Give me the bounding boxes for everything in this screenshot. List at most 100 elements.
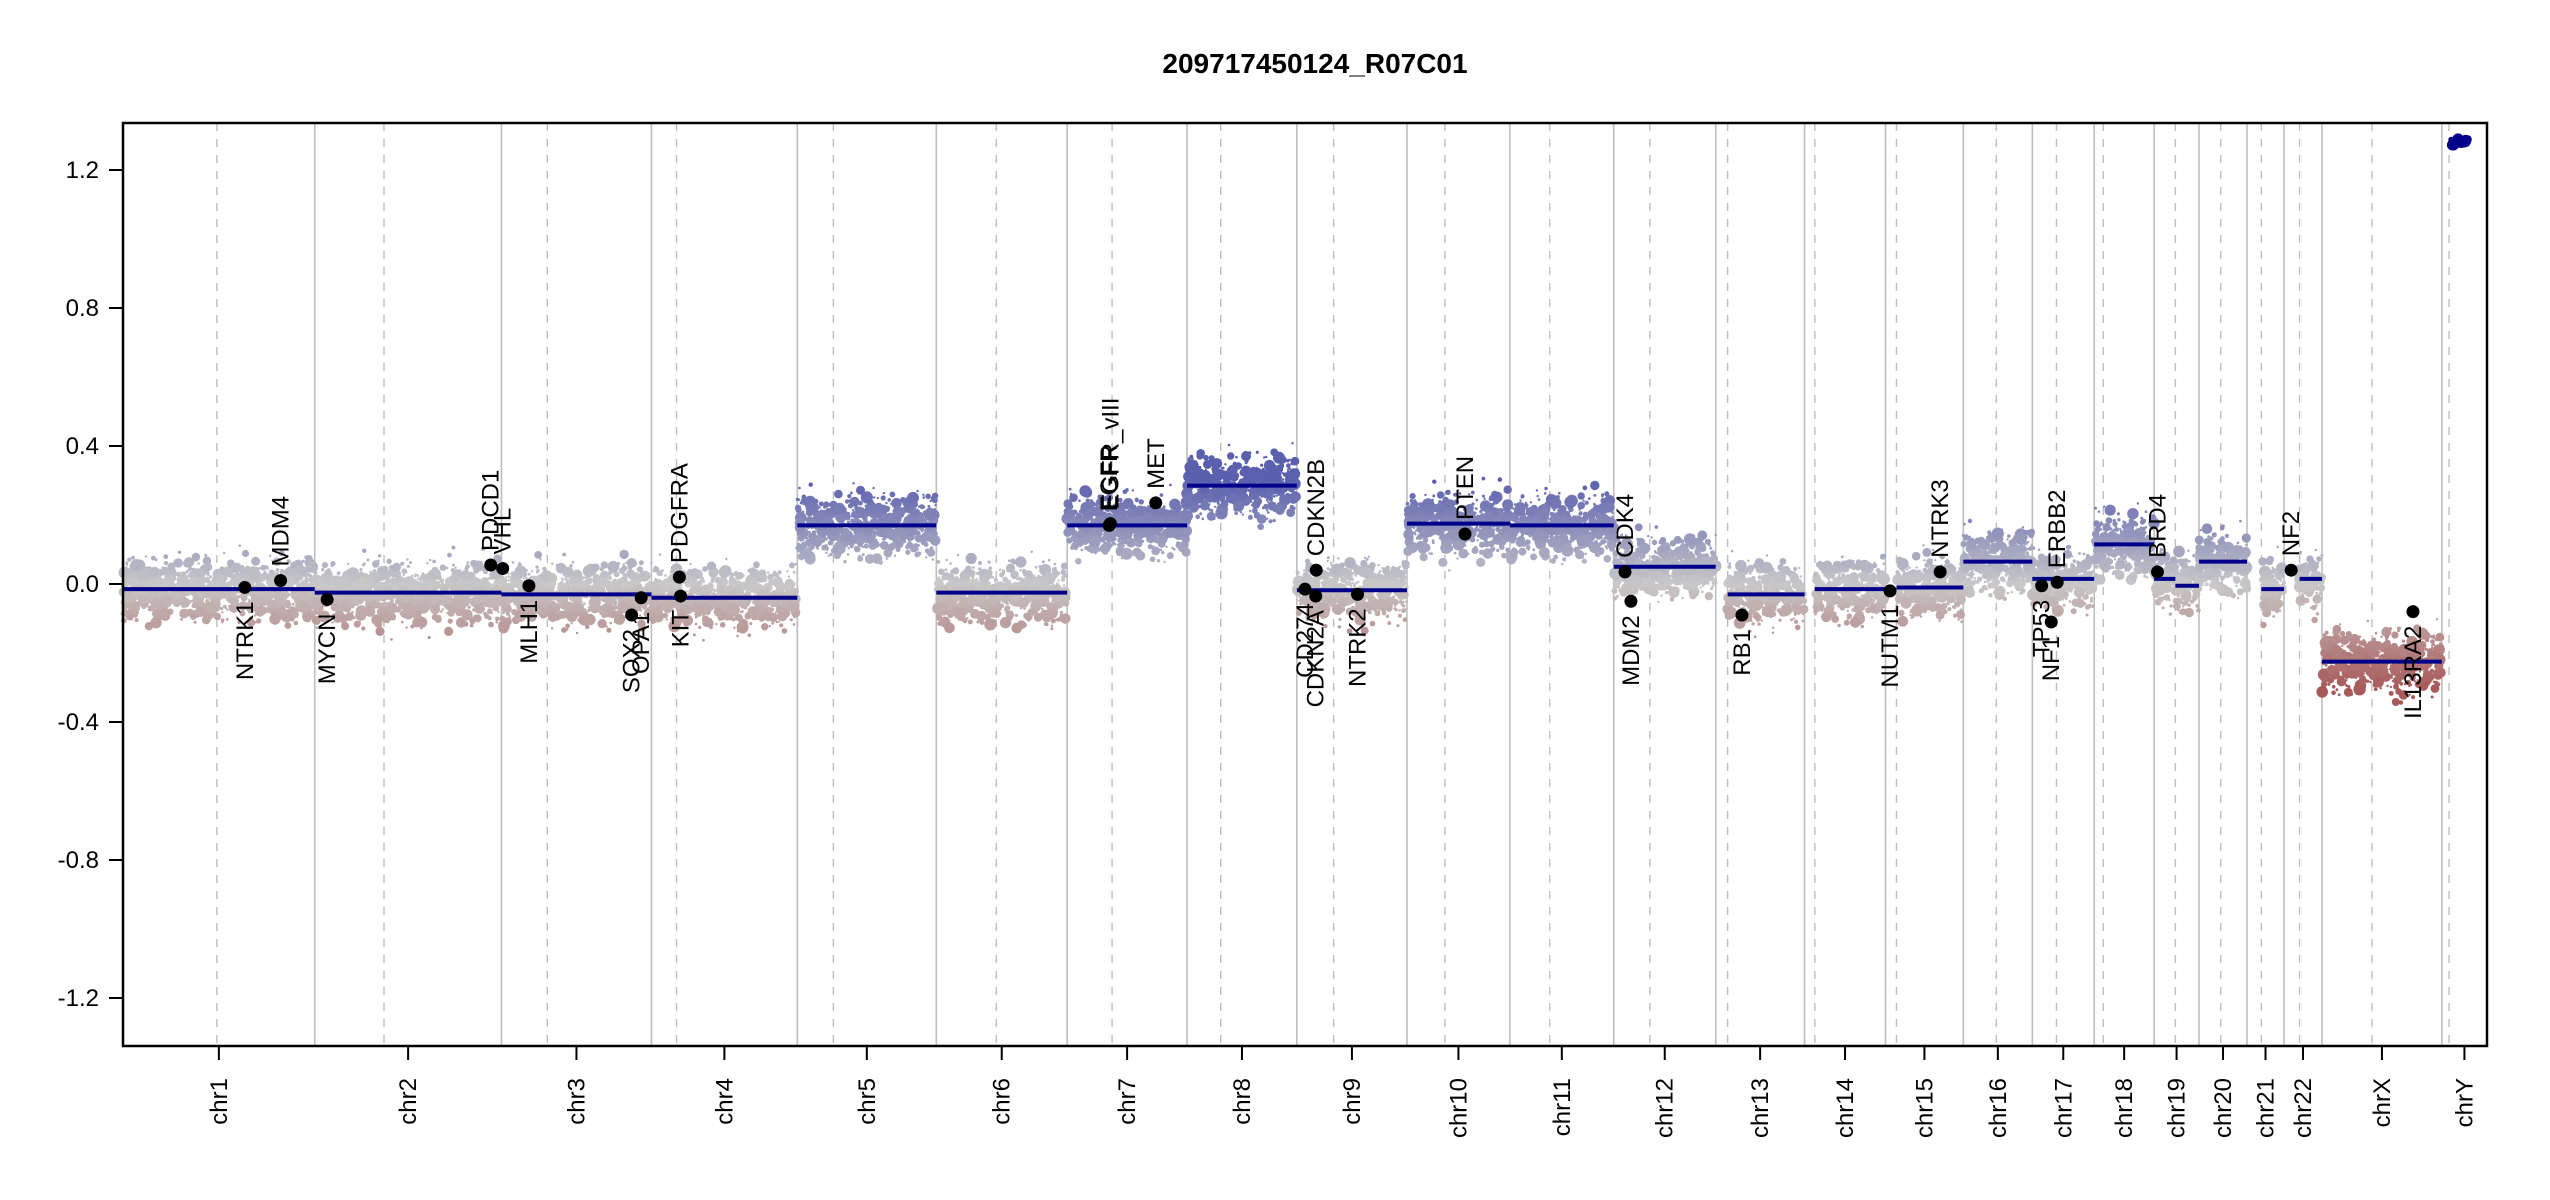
probe-point xyxy=(776,600,781,605)
probe-point xyxy=(702,638,705,642)
probe-point xyxy=(761,623,769,631)
probe-point xyxy=(949,562,952,565)
probe-point xyxy=(765,587,770,592)
chart-title: 209717450124_R07C01 xyxy=(1162,48,1467,79)
probe-point xyxy=(423,607,427,611)
probe-point xyxy=(248,616,252,620)
probe-point xyxy=(822,509,829,516)
probe-point xyxy=(1059,610,1063,614)
probe-point xyxy=(573,582,580,589)
probe-point xyxy=(1045,622,1049,627)
probe-point xyxy=(850,514,854,518)
probe-point xyxy=(358,621,361,624)
probe-point xyxy=(791,588,797,593)
probe-point xyxy=(316,579,325,588)
probe-point xyxy=(417,577,420,580)
probe-point xyxy=(161,596,173,607)
probe-point xyxy=(591,599,599,607)
probe-point xyxy=(390,603,393,606)
probe-point xyxy=(745,616,748,620)
probe-point xyxy=(1045,583,1049,587)
probe-point xyxy=(255,608,258,611)
probe-point xyxy=(447,618,453,624)
probe-point xyxy=(749,622,753,626)
probe-point xyxy=(847,547,850,550)
probe-point xyxy=(863,543,869,549)
probe-point xyxy=(707,582,713,587)
probe-point xyxy=(550,609,555,614)
probe-point xyxy=(833,506,842,515)
probe-point xyxy=(524,576,528,580)
probe-point xyxy=(824,544,828,548)
probe-point xyxy=(711,586,714,589)
probe-point xyxy=(444,626,454,637)
probe-point xyxy=(542,566,547,572)
probe-point xyxy=(1058,595,1062,599)
probe-point xyxy=(217,576,227,585)
probe-point xyxy=(754,599,758,603)
probe-point xyxy=(232,576,240,584)
probe-point xyxy=(156,599,159,602)
probe-point xyxy=(858,533,864,539)
probe-point xyxy=(238,572,242,576)
probe-point xyxy=(825,551,828,555)
probe-point xyxy=(369,579,375,585)
probe-point xyxy=(454,566,457,569)
probe-point xyxy=(560,583,569,592)
probe-point xyxy=(1037,604,1041,608)
probe-point xyxy=(485,615,489,619)
probe-point xyxy=(702,579,706,583)
probe-point xyxy=(991,576,995,579)
probe-point xyxy=(226,608,229,611)
probe-point xyxy=(1063,600,1070,607)
probe-point xyxy=(252,569,258,574)
probe-point xyxy=(798,486,801,490)
probe-point xyxy=(614,602,617,606)
probe-point xyxy=(751,568,755,571)
probe-point xyxy=(703,585,711,593)
probe-point xyxy=(885,501,888,505)
probe-point xyxy=(1132,553,1136,557)
probe-point xyxy=(974,614,979,618)
probe-point xyxy=(557,607,560,610)
probe-point xyxy=(796,531,801,536)
probe-point xyxy=(971,566,975,569)
probe-point xyxy=(1015,556,1027,568)
probe-point xyxy=(847,494,852,499)
probe-point xyxy=(971,575,975,579)
probe-point xyxy=(759,609,762,612)
probe-point xyxy=(625,580,632,588)
probe-point xyxy=(133,559,146,571)
probe-point xyxy=(708,612,711,615)
probe-point xyxy=(291,602,295,606)
probe-point xyxy=(572,602,584,615)
probe-point xyxy=(667,606,670,609)
probe-point xyxy=(163,561,169,566)
probe-point xyxy=(527,572,531,576)
probe-point xyxy=(484,604,488,607)
probe-point xyxy=(361,626,366,631)
probe-point xyxy=(729,616,734,621)
probe-point xyxy=(880,509,885,513)
probe-point xyxy=(950,569,953,572)
probe-point xyxy=(741,582,745,586)
probe-point xyxy=(477,582,480,586)
probe-point xyxy=(470,598,473,601)
probe-point xyxy=(522,577,525,580)
probe-point xyxy=(286,559,291,564)
probe-point xyxy=(416,574,420,577)
probe-point xyxy=(661,569,664,572)
probe-point xyxy=(1050,627,1054,631)
probe-point xyxy=(238,603,241,606)
probe-point xyxy=(273,557,282,566)
probe-point xyxy=(380,587,384,591)
probe-point xyxy=(706,608,711,613)
probe-point xyxy=(510,571,516,577)
probe-point xyxy=(803,532,808,536)
probe-point xyxy=(313,600,320,607)
probe-point xyxy=(575,631,579,635)
probe-point xyxy=(228,573,231,576)
probe-point xyxy=(302,612,313,623)
probe-point xyxy=(384,597,388,601)
probe-point xyxy=(814,513,817,516)
